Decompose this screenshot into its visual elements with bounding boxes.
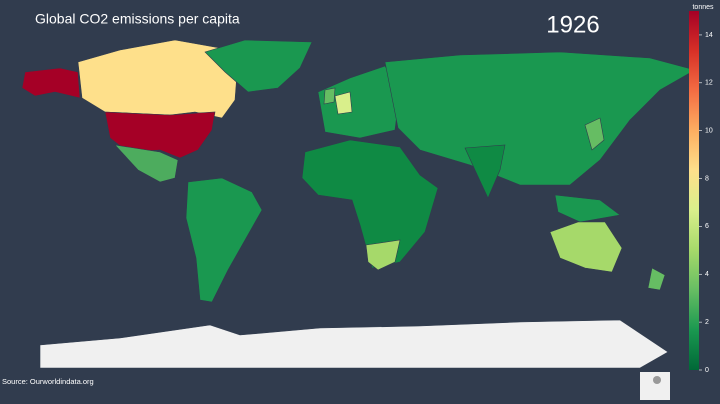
logo-box [640, 372, 670, 400]
colorbar-title: tonnes [692, 4, 714, 11]
region [549, 221, 623, 273]
region [464, 144, 506, 199]
chart-title: Global CO2 emissions per capita [35, 11, 240, 27]
region [323, 87, 336, 105]
region [584, 117, 605, 151]
region [204, 39, 313, 93]
colorbar-tick-label: 6 [705, 223, 709, 230]
colorbar-tick-label: 2 [705, 319, 709, 326]
colorbar-tick-label: 14 [705, 32, 713, 39]
region [647, 267, 666, 291]
region [21, 67, 81, 99]
region [185, 177, 263, 303]
colorbar [689, 11, 699, 370]
region [554, 194, 621, 223]
colorbar-tick-label: 0 [705, 367, 709, 374]
region [39, 319, 669, 369]
region [384, 51, 696, 186]
region [365, 239, 401, 271]
region [77, 39, 239, 119]
region [334, 91, 353, 115]
region [114, 144, 179, 183]
colorbar-tick-label: 12 [705, 80, 713, 87]
logo-figure [653, 376, 661, 384]
world-map [21, 39, 696, 369]
source-note: Source: Ourworldindata.org [2, 377, 94, 386]
region [301, 139, 439, 269]
colorbar-tick-label: 10 [705, 128, 713, 135]
colorbar-tick-label: 8 [705, 175, 709, 182]
logo [640, 372, 670, 400]
year-label: 1926 [546, 11, 599, 38]
colorbar-tick-label: 4 [705, 271, 709, 278]
